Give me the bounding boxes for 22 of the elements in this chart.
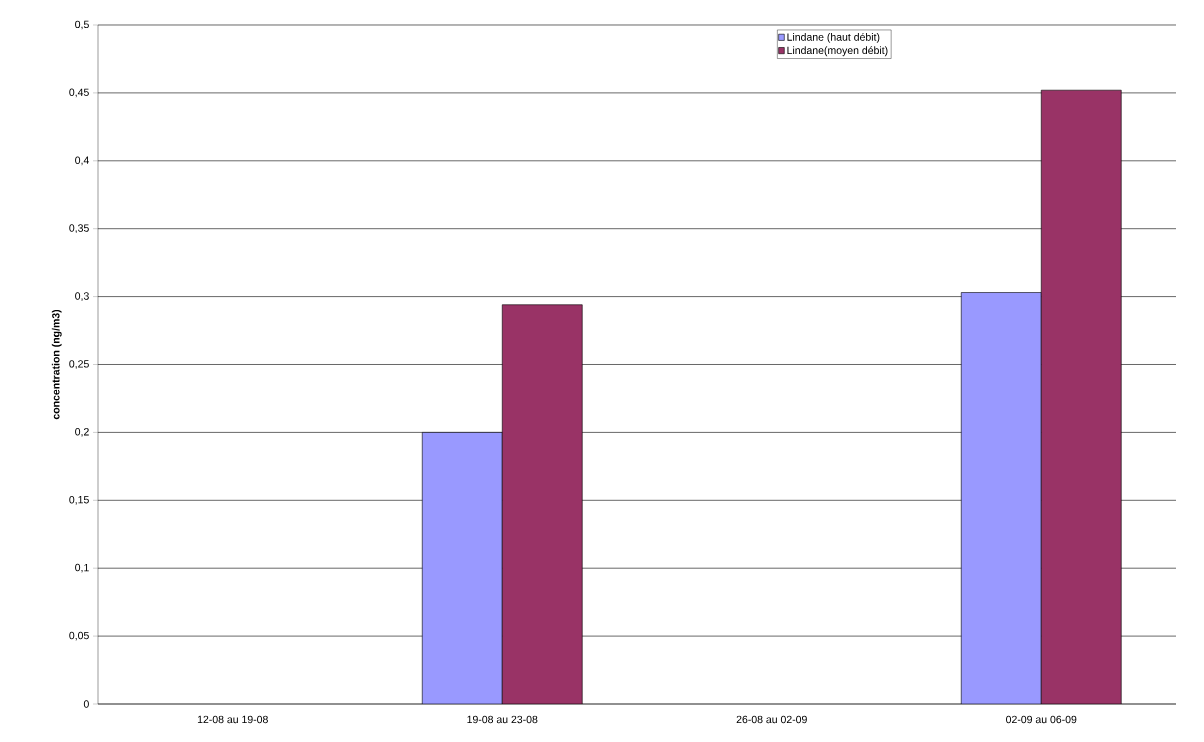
bar (421, 432, 503, 704)
x-tick-label: 02-09 au 06-09 (1006, 715, 1077, 724)
bar (1040, 89, 1122, 704)
y-tick-label: 0,25 (69, 360, 89, 369)
y-tick-label: 0,3 (75, 292, 89, 301)
bar (501, 304, 583, 704)
y-tick-label: 0,4 (75, 156, 89, 166)
y-tick-label: 0,2 (75, 428, 89, 437)
y-tick-label: 0 (83, 700, 89, 708)
x-tick-label: 26-08 au 02-09 (736, 715, 807, 724)
y-tick-label: 0,05 (69, 631, 89, 641)
x-tick-label: 12-08 au 19-08 (197, 715, 268, 724)
bar (960, 292, 1042, 704)
y-tick-label: 0,35 (69, 224, 89, 234)
y-tick-label: 0,45 (69, 88, 89, 98)
x-tick-label: 19-08 au 23-08 (467, 715, 538, 724)
y-tick-label: 0,5 (75, 20, 89, 30)
legend-label: Lindane (haut débit) (787, 32, 880, 43)
legend-label: Lindane(moyen débit) (787, 46, 888, 57)
y-tick-label: 0,1 (75, 563, 89, 573)
y-tick-label: 0,15 (69, 495, 89, 505)
y-axis-title: concentration (ng/m3) (51, 309, 62, 420)
